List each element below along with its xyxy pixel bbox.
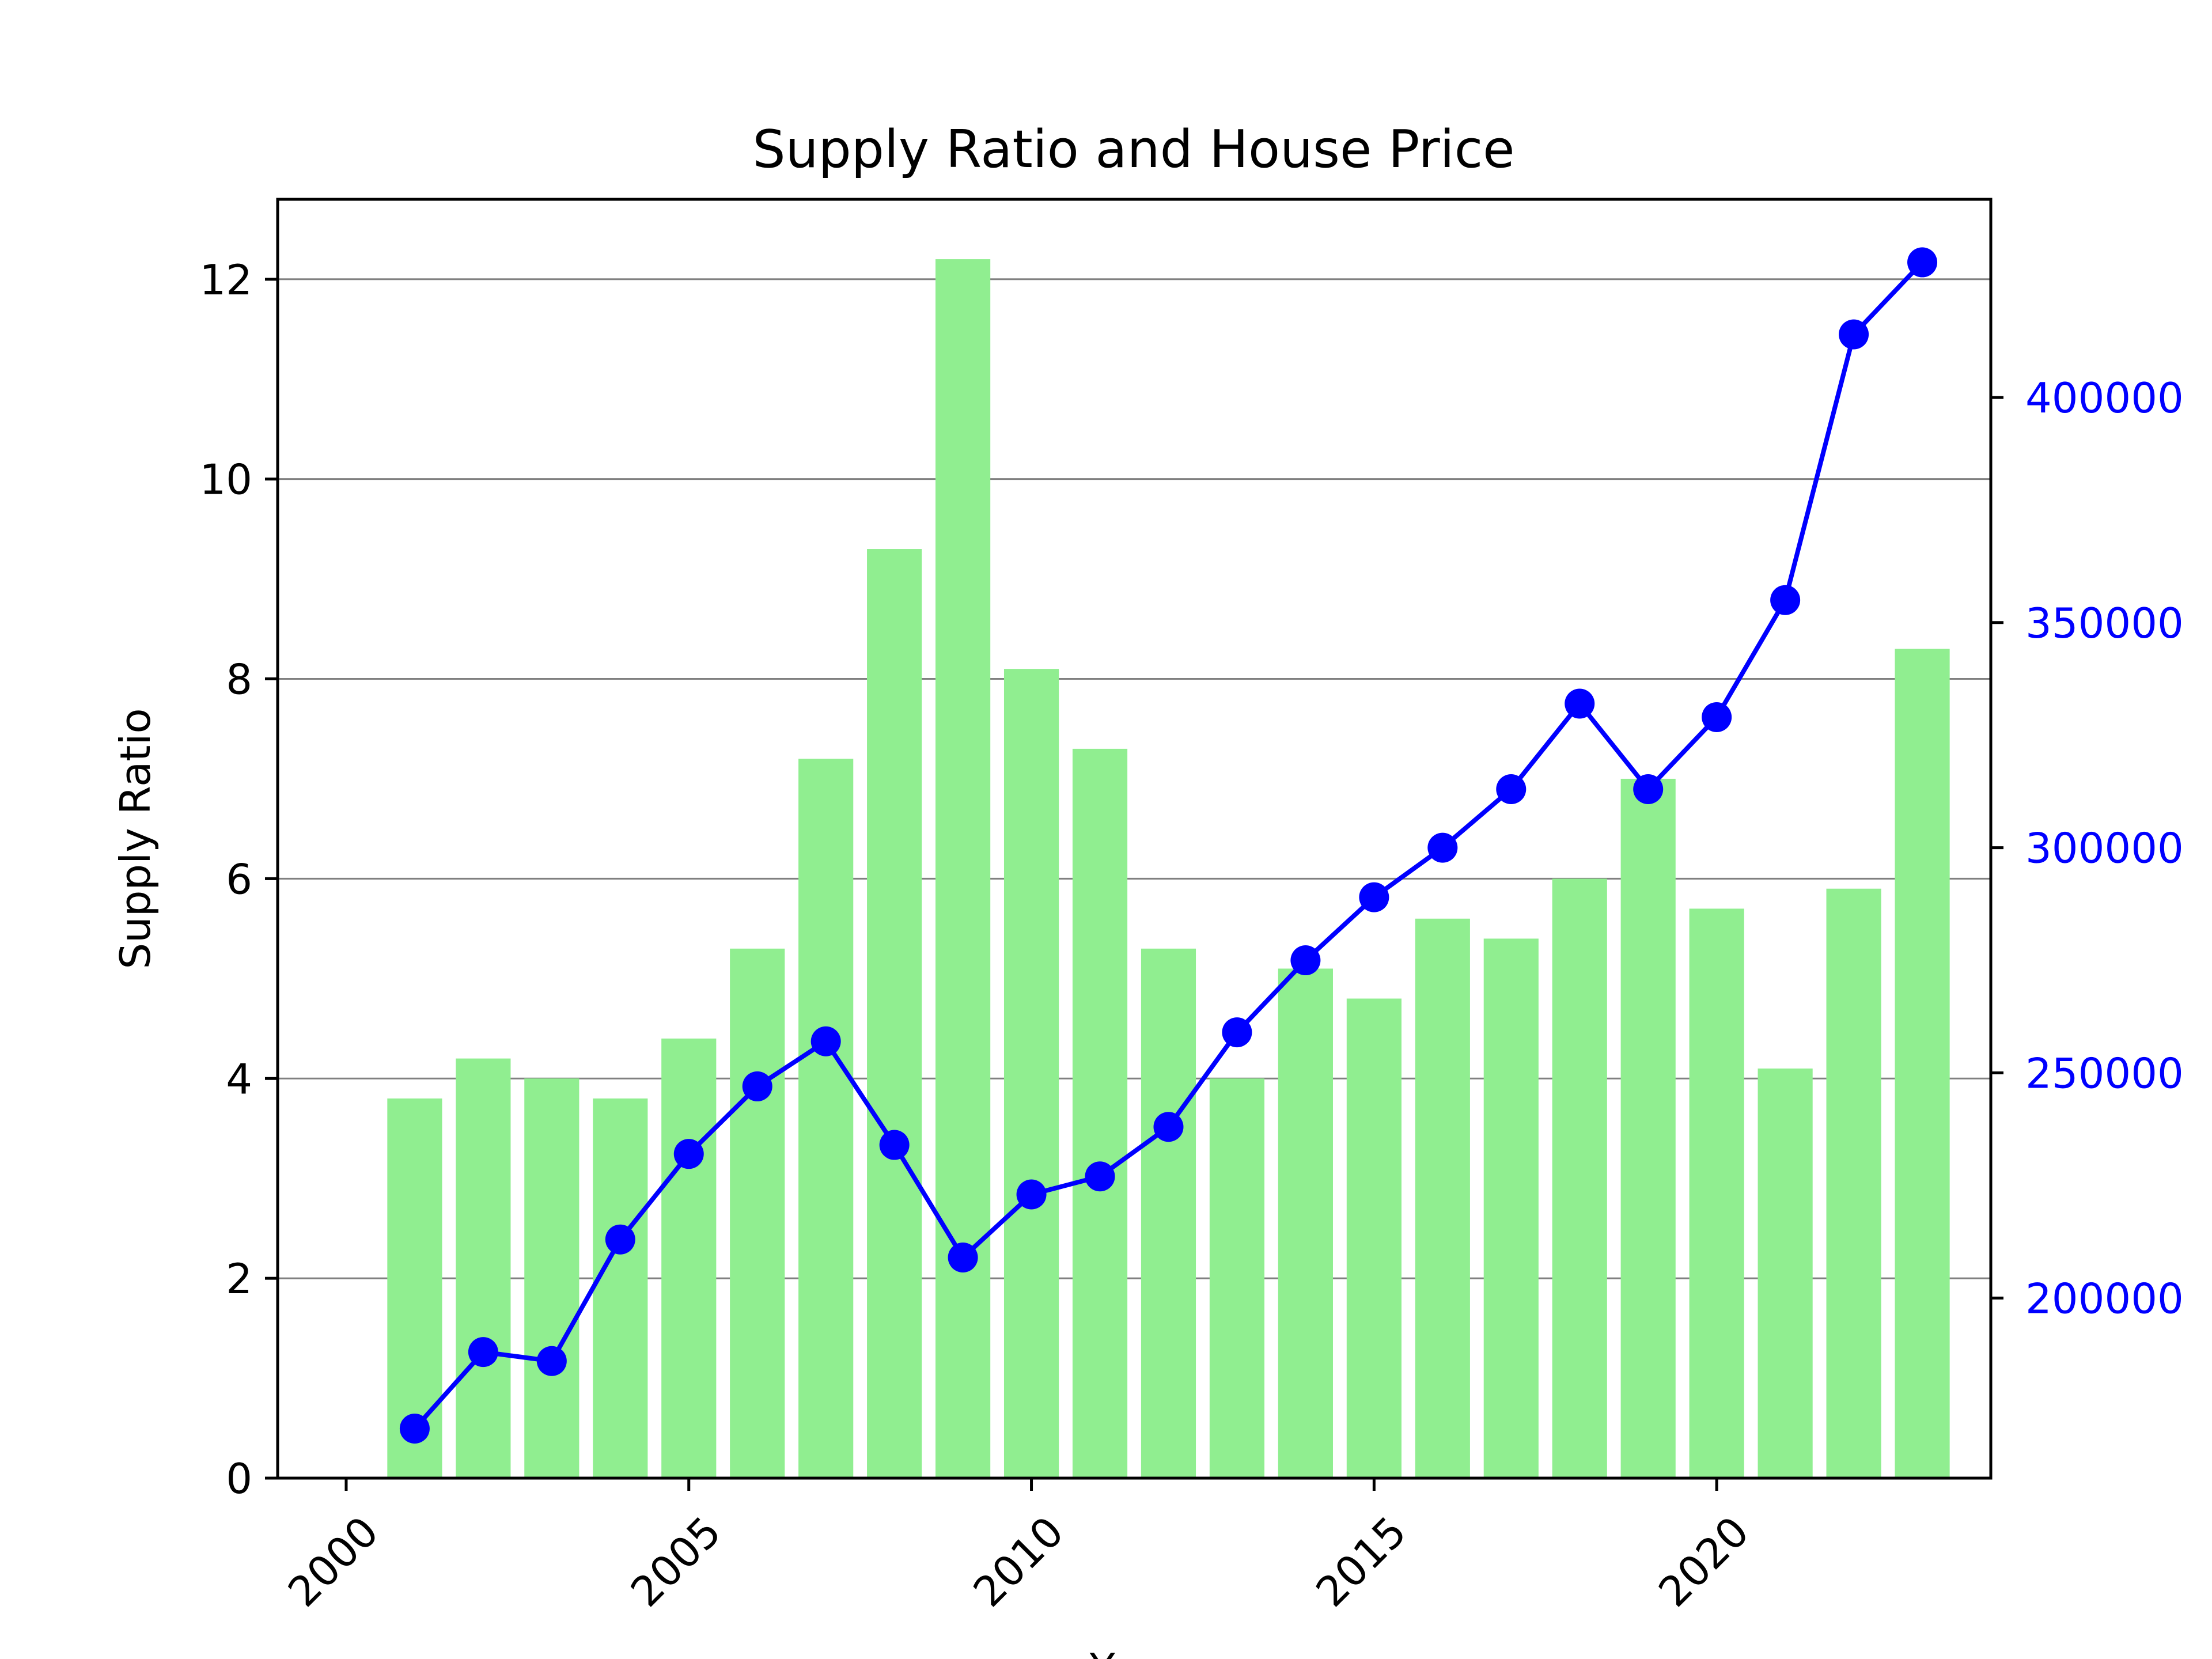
y-axis-left-label: Supply Ratio — [111, 708, 160, 969]
bar-supply-ratio — [1278, 968, 1333, 1478]
y-left-tick-label: 10 — [199, 456, 252, 504]
bar-supply-ratio — [798, 759, 854, 1478]
line-point-house-price — [879, 1130, 910, 1160]
bar-supply-ratio — [456, 1058, 511, 1478]
line-point-house-price — [1633, 774, 1664, 805]
y-left-tick-label: 6 — [226, 855, 252, 903]
y-left-tick-label: 8 — [226, 656, 252, 704]
y-right-tick-label: 200000 — [2025, 1274, 2184, 1323]
bar-supply-ratio — [1895, 649, 1950, 1478]
bar-supply-ratio — [661, 1038, 717, 1478]
line-point-house-price — [468, 1337, 498, 1368]
line-point-house-price — [1290, 945, 1321, 976]
bar-supply-ratio — [935, 259, 991, 1478]
line-point-house-price — [399, 1414, 430, 1444]
bar-supply-ratio — [730, 948, 785, 1478]
y-right-tick-label: 400000 — [2025, 374, 2184, 422]
y-right-tick-label: 350000 — [2025, 599, 2184, 647]
y-right-tick-label: 250000 — [2025, 1049, 2184, 1097]
bar-supply-ratio — [1141, 948, 1196, 1478]
line-point-house-price — [1359, 882, 1389, 912]
line-point-house-price — [742, 1071, 772, 1101]
bar-supply-ratio — [867, 549, 922, 1478]
line-point-house-price — [1565, 688, 1595, 719]
bar-supply-ratio — [1689, 908, 1744, 1478]
line-point-house-price — [1839, 319, 1869, 350]
bar-supply-ratio — [1826, 888, 1881, 1478]
line-point-house-price — [536, 1346, 567, 1376]
line-point-house-price — [605, 1224, 635, 1255]
bar-supply-ratio — [1483, 938, 1539, 1478]
bar-layer — [387, 259, 1950, 1478]
line-point-house-price — [810, 1026, 841, 1056]
line-point-house-price — [1496, 774, 1527, 805]
y-left-tick-label: 4 — [226, 1055, 252, 1103]
line-point-house-price — [1153, 1112, 1184, 1142]
bar-supply-ratio — [1620, 778, 1676, 1478]
line-point-house-price — [1085, 1161, 1115, 1192]
y-left-tick-label: 0 — [226, 1455, 252, 1503]
x-axis-label: Year — [1089, 1645, 1178, 1659]
bar-supply-ratio — [1346, 998, 1402, 1478]
line-point-house-price — [1907, 247, 1938, 278]
bar-supply-ratio — [524, 1078, 579, 1478]
bar-supply-ratio — [593, 1098, 648, 1478]
bar-supply-ratio — [1072, 748, 1128, 1478]
line-point-house-price — [1016, 1179, 1047, 1210]
y-left-tick-label: 12 — [199, 256, 252, 304]
bar-supply-ratio — [1209, 1078, 1265, 1478]
bar-supply-ratio — [1415, 918, 1470, 1478]
line-point-house-price — [948, 1242, 978, 1272]
bar-supply-ratio — [1003, 669, 1059, 1478]
line-point-house-price — [1427, 832, 1458, 863]
line-layer — [399, 247, 1938, 1444]
y-right-tick-label: 300000 — [2025, 824, 2184, 873]
plot-frame — [276, 198, 1993, 1480]
line-point-house-price — [1222, 1017, 1252, 1048]
line-point-house-price — [1770, 585, 1801, 615]
line-point-house-price — [1702, 702, 1732, 732]
bar-supply-ratio — [1758, 1068, 1813, 1478]
chart-title: Supply Ratio and House Price — [752, 119, 1514, 180]
line-point-house-price — [673, 1139, 704, 1169]
y-left-tick-label: 2 — [226, 1255, 252, 1303]
bar-supply-ratio — [1552, 878, 1607, 1478]
